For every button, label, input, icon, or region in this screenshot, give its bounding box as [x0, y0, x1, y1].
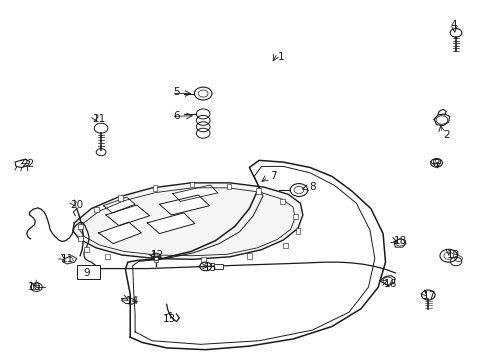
Bar — [292, 214, 297, 219]
Polygon shape — [106, 205, 149, 226]
Polygon shape — [147, 213, 195, 234]
Polygon shape — [379, 276, 394, 286]
Text: 11: 11 — [61, 253, 74, 264]
Bar — [77, 265, 100, 279]
Text: 13: 13 — [162, 314, 175, 324]
Text: 7: 7 — [270, 171, 276, 181]
Text: 21: 21 — [92, 114, 105, 124]
Bar — [152, 185, 157, 191]
Bar — [78, 224, 82, 229]
Text: 6: 6 — [173, 111, 180, 121]
Text: 1: 1 — [277, 52, 284, 62]
Text: 18: 18 — [393, 236, 406, 246]
Polygon shape — [159, 195, 209, 215]
Text: 8: 8 — [308, 182, 315, 192]
Polygon shape — [125, 160, 385, 350]
Bar — [246, 253, 251, 258]
Text: 20: 20 — [70, 200, 83, 210]
Text: 14: 14 — [126, 296, 139, 306]
Bar — [94, 207, 99, 212]
Text: 2: 2 — [442, 130, 448, 140]
Text: 4: 4 — [449, 19, 456, 30]
Polygon shape — [103, 197, 135, 213]
Bar — [201, 257, 205, 262]
Text: 19: 19 — [446, 250, 459, 260]
Text: 9: 9 — [83, 268, 90, 278]
Text: 16: 16 — [383, 279, 396, 289]
Text: 15: 15 — [203, 262, 217, 273]
Bar — [214, 264, 223, 269]
Polygon shape — [433, 114, 449, 126]
Polygon shape — [172, 185, 217, 202]
Bar — [255, 188, 260, 194]
Polygon shape — [99, 222, 141, 244]
Bar — [78, 236, 82, 242]
Bar — [295, 228, 300, 234]
Polygon shape — [393, 239, 405, 247]
Text: 22: 22 — [21, 159, 35, 169]
Polygon shape — [122, 298, 136, 304]
Bar — [226, 184, 231, 189]
Polygon shape — [73, 183, 302, 259]
Text: 10: 10 — [28, 282, 41, 292]
Bar — [84, 247, 89, 252]
Bar — [105, 254, 110, 259]
Bar — [280, 199, 285, 204]
Bar — [283, 243, 287, 248]
Polygon shape — [15, 159, 30, 167]
Text: 3: 3 — [432, 159, 439, 169]
Text: 17: 17 — [422, 291, 435, 301]
Bar — [153, 257, 158, 262]
Text: 5: 5 — [173, 87, 180, 98]
Text: 12: 12 — [150, 250, 163, 260]
Bar — [189, 182, 194, 187]
Bar — [118, 195, 122, 201]
Polygon shape — [62, 256, 77, 264]
